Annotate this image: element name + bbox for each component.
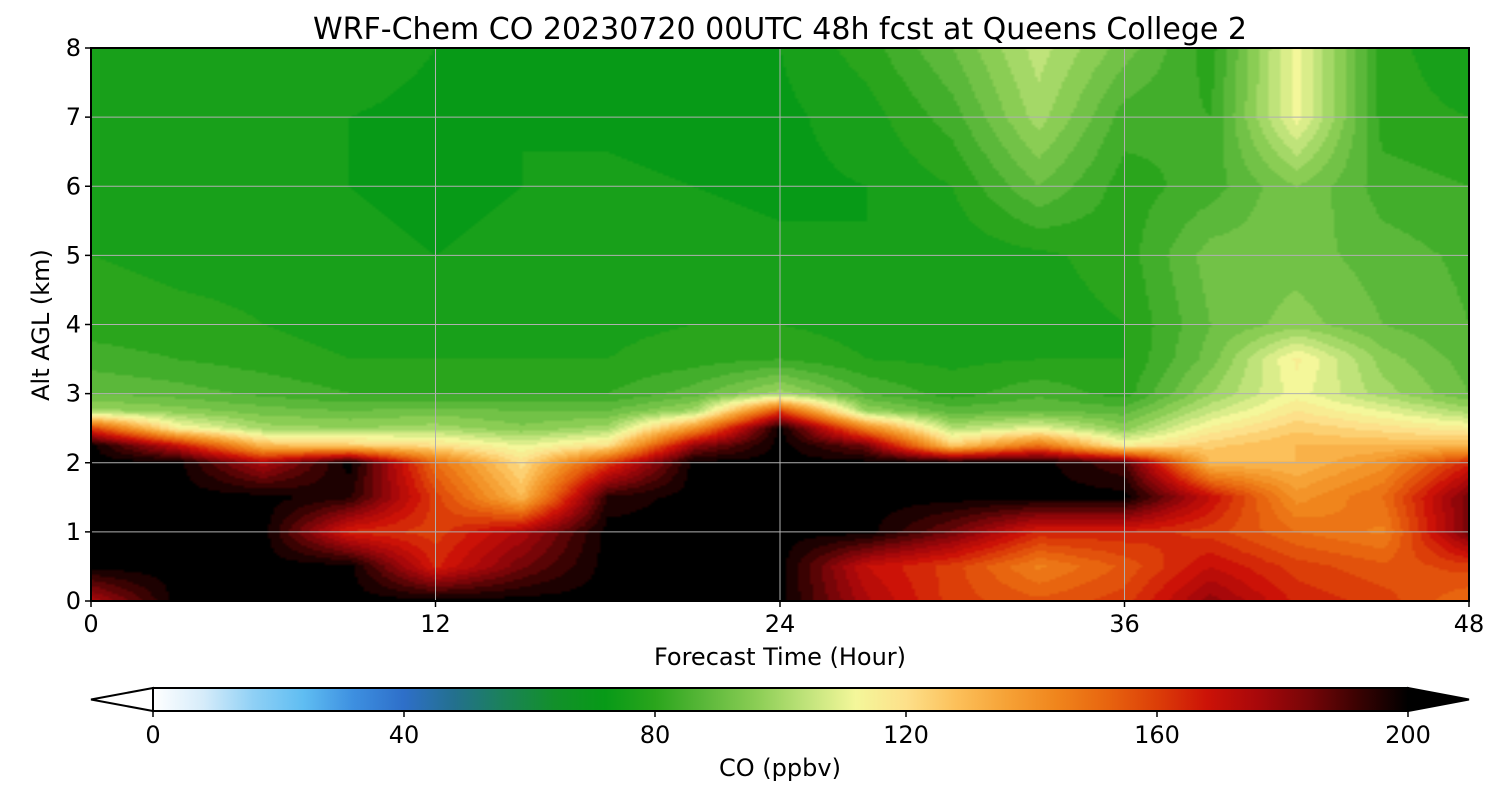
y-tick-label: 5 [66, 241, 81, 269]
x-axis-label: Forecast Time (Hour) [654, 643, 906, 671]
x-tick-label: 12 [420, 610, 451, 638]
colorbar-tick-label: 200 [1385, 721, 1431, 749]
y-tick-label: 4 [66, 311, 81, 339]
colorbar-frame [152, 687, 1409, 712]
colorbar-tick-label: 160 [1134, 721, 1180, 749]
x-axis: 0 12 24 36 48 [83, 601, 1484, 638]
colorbar-label: CO (ppbv) [719, 754, 841, 782]
colorbar-gradient [153, 688, 1408, 711]
y-axis: 0 1 2 3 4 5 6 7 8 [66, 34, 91, 615]
y-axis-label: Alt AGL (km) [27, 249, 55, 401]
colorbar: 0 40 80 120 160 200 CO (ppbv) [90, 686, 1470, 782]
y-tick-label: 2 [66, 449, 81, 477]
y-tick-label: 7 [66, 103, 81, 131]
y-tick-label: 1 [66, 518, 81, 546]
colorbar-extend-high [1407, 686, 1470, 713]
x-tick-label: 24 [765, 610, 796, 638]
y-tick-label: 0 [66, 587, 81, 615]
colorbar-ticks: 0 40 80 120 160 200 [145, 711, 1431, 749]
colorbar-extend-low [90, 686, 154, 713]
x-tick-label: 48 [1454, 610, 1485, 638]
y-tick-label: 6 [66, 172, 81, 200]
y-tick-label: 3 [66, 380, 81, 408]
x-tick-label: 0 [83, 610, 98, 638]
colorbar-tick-label: 120 [883, 721, 929, 749]
x-tick-label: 36 [1109, 610, 1140, 638]
chart-title: WRF-Chem CO 20230720 00UTC 48h fcst at Q… [313, 12, 1247, 47]
y-tick-label: 8 [66, 34, 81, 62]
colorbar-tick-label: 80 [640, 721, 671, 749]
colorbar-tick-label: 40 [389, 721, 420, 749]
colorbar-tick-label: 0 [145, 721, 160, 749]
grid [91, 48, 1469, 601]
